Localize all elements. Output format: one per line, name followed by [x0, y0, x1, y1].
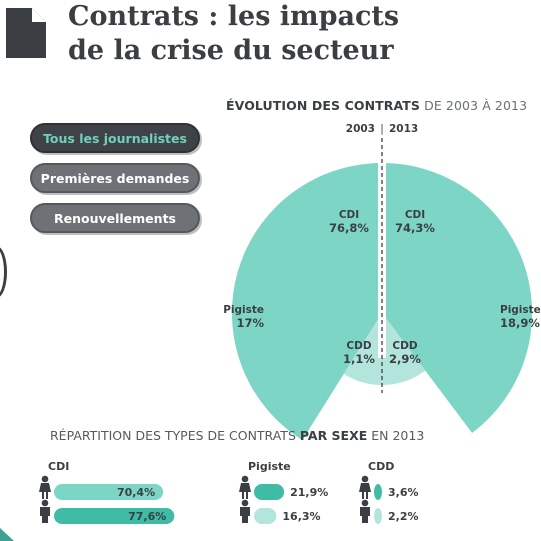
- pie-chart-title-rest: DE 2003 À 2013: [424, 98, 528, 113]
- female-icon-0: [39, 475, 51, 499]
- cdd-label-2003: CDD: [346, 340, 371, 352]
- pigiste-slice-2003: [343, 313, 383, 386]
- center-gap: [378, 138, 386, 358]
- group-label-0: CDI: [48, 460, 69, 473]
- male-icon-2: [360, 499, 370, 523]
- pigiste-slice-2013: [382, 313, 426, 385]
- bar-2-0: [374, 484, 382, 500]
- bar-0-0: [54, 484, 164, 500]
- cdi-slice-2003: [231, 163, 382, 441]
- year-label-2013: 2013: [389, 123, 418, 135]
- cdd-value-2003: 1,1%: [343, 352, 375, 366]
- bar-label-0-0: 70,4%: [117, 486, 155, 499]
- cdi-value-2013: 74,3%: [395, 221, 435, 235]
- group-label-1: Pigiste: [248, 460, 291, 473]
- bar-2-1: [374, 508, 382, 524]
- pigiste-label-2003: Pigiste: [223, 304, 264, 316]
- page-title: Contrats : les impacts de la crise du se…: [68, 0, 399, 68]
- contracts-evolution-chart: CDI76,8%Pigiste17%CDD1,1%CDI74,3%Pigiste…: [223, 123, 541, 441]
- bar-label-2-1: 2,2%: [388, 510, 419, 523]
- year-label-2003: 2003: [346, 123, 375, 135]
- page-title-line-2: de la crise du secteur: [68, 35, 394, 66]
- pigiste-value-2003: 17%: [236, 316, 264, 330]
- year-separator: |: [380, 123, 384, 135]
- filter-renewals-button[interactable]: Renouvellements: [30, 203, 200, 233]
- bar-1-1: [254, 508, 277, 524]
- group-label-2: CDD: [368, 460, 394, 473]
- cdd-value-2013: 2,9%: [389, 352, 421, 366]
- cdi-slice-2013: [382, 162, 533, 433]
- cdi-label-2003: CDI: [339, 209, 359, 221]
- document-icon: [6, 8, 46, 58]
- pie-chart-title-bold: ÉVOLUTION DES CONTRATS: [226, 98, 421, 113]
- bars-chart-title-start: RÉPARTITION DES TYPES DE CONTRATS: [50, 428, 296, 443]
- male-icon-0: [40, 499, 50, 523]
- cdi-value-2003: 76,8%: [329, 221, 369, 235]
- cdi-label-2013: CDI: [405, 209, 425, 221]
- filter-first-requests-button[interactable]: Premières demandes: [30, 163, 200, 193]
- male-icon-1: [240, 499, 250, 523]
- pigiste-label-2013: Pigiste: [500, 304, 541, 316]
- bars-chart-title: RÉPARTITION DES TYPES DE CONTRATS PAR SE…: [50, 428, 424, 443]
- female-icon-2: [359, 475, 371, 499]
- page-title-line-1: Contrats : les impacts: [68, 1, 400, 32]
- bar-label-0-1: 77,6%: [128, 510, 166, 523]
- corner-marker: [0, 528, 14, 541]
- bar-label-1-0: 21,9%: [290, 486, 328, 499]
- bars-chart-title-end: EN 2013: [371, 428, 425, 443]
- bar-0-1: [54, 508, 175, 524]
- bar-label-2-0: 3,6%: [388, 486, 419, 499]
- filter-all-journalists-button[interactable]: Tous les journalistes: [30, 123, 200, 153]
- female-icon-1: [239, 475, 251, 499]
- cdd-label-2013: CDD: [392, 340, 417, 352]
- bar-1-0: [254, 484, 285, 500]
- bar-label-1-1: 16,3%: [282, 510, 320, 523]
- contracts-by-sex-chart: CDI 70,4% 77,6% Pigiste 21,9% 16,3% CDD 3,6% 2,2…: [39, 460, 419, 524]
- bars-chart-title-bold: PAR SEXE: [299, 428, 368, 443]
- pie-chart-title: ÉVOLUTION DES CONTRATS DE 2003 À 2013: [226, 98, 527, 113]
- scroll-handle[interactable]: [0, 246, 7, 298]
- pigiste-value-2013: 18,9%: [500, 316, 540, 330]
